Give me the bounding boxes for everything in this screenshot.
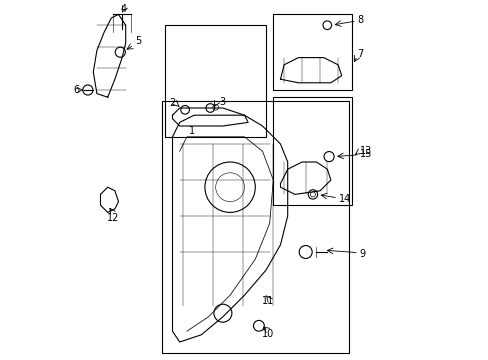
Text: 5: 5 [134,36,141,46]
Text: 10: 10 [261,329,273,339]
Text: 13: 13 [359,146,371,156]
Text: 8: 8 [357,15,363,25]
Bar [273,14,352,90]
Text: 3: 3 [219,96,225,107]
Text: 4: 4 [121,4,127,14]
Text: 9: 9 [359,249,365,259]
Text: 15: 15 [359,149,371,159]
Text: 12: 12 [107,213,119,223]
Text: 2: 2 [168,98,175,108]
Text: 1: 1 [189,126,195,136]
Bar [162,101,348,353]
Bar [273,97,352,205]
Text: 14: 14 [338,194,350,204]
Text: 6: 6 [73,85,79,95]
Text: 7: 7 [357,49,363,59]
Text: 11: 11 [261,296,273,306]
Bar [165,25,265,137]
